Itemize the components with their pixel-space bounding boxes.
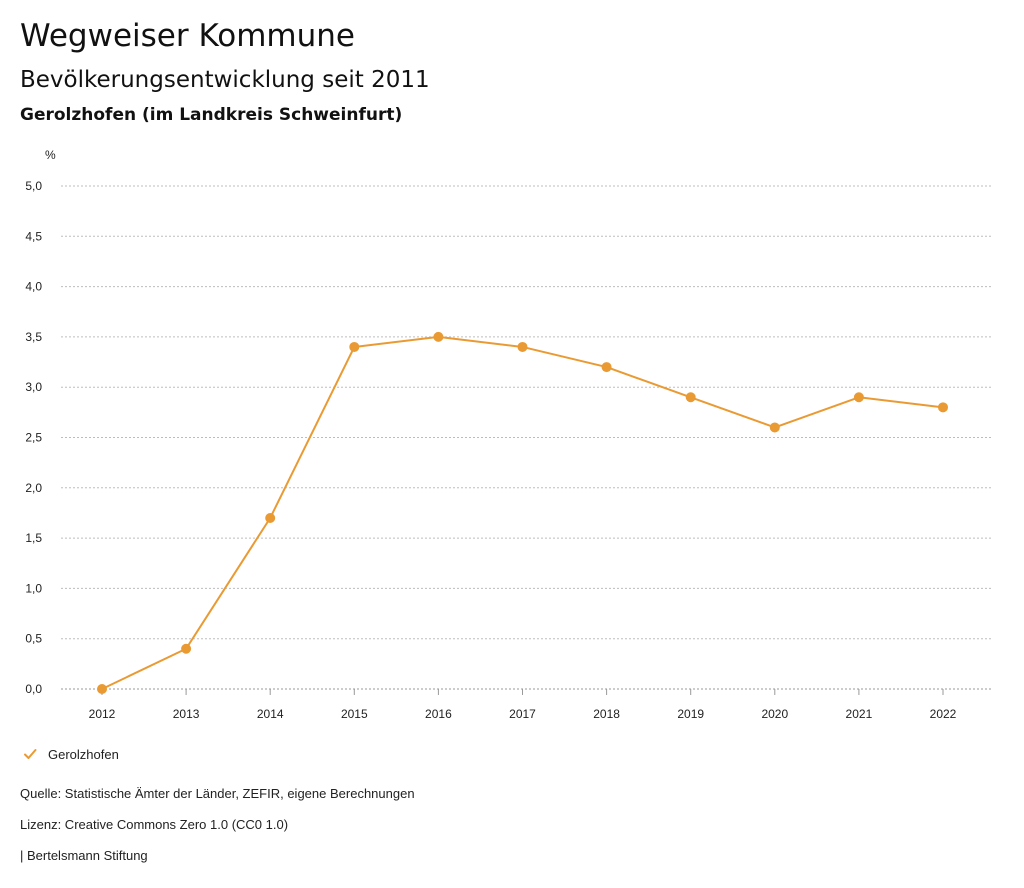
x-tick-label: 2021 — [846, 707, 873, 720]
x-tick-label: 2015 — [341, 707, 368, 720]
x-axis-ticks: 2012 2013 2014 2015 2016 2017 2018 2019 2020 2021… — [89, 689, 957, 720]
data-point[interactable] — [181, 643, 192, 654]
x-tick-label: 2022 — [930, 707, 957, 720]
x-tick-label: 2014 — [257, 707, 284, 720]
y-tick-label: 0,5 — [25, 632, 42, 646]
y-axis-labels: 0,0 0,5 1,0 1,5 2,0 2,5 3,0 3,5 4,0 4,5 5,0 — [25, 179, 42, 696]
y-tick-label: 2,0 — [25, 481, 42, 495]
y-tick-label: 1,5 — [25, 531, 42, 545]
y-tick-label: 5,0 — [25, 179, 42, 193]
y-tick-label: 1,0 — [25, 581, 42, 595]
x-tick-label: 2012 — [89, 707, 116, 720]
x-tick-label: 2016 — [425, 707, 452, 720]
source-text: Quelle: Statistische Ämter der Länder, Z… — [20, 786, 415, 801]
legend-item-gerolzhofen[interactable]: Gerolzhofen — [20, 744, 119, 764]
data-point[interactable] — [938, 402, 948, 413]
y-tick-label: 3,5 — [25, 330, 42, 344]
region-label: Gerolzhofen (im Landkreis Schweinfurt) — [20, 105, 403, 125]
check-icon — [20, 744, 40, 764]
chart-subtitle: Bevölkerungsentwicklung seit 2011 — [20, 67, 430, 93]
y-tick-label: 2,5 — [25, 431, 42, 445]
x-tick-label: 2018 — [593, 707, 620, 720]
data-point[interactable] — [853, 392, 864, 403]
y-tick-label: 3,0 — [25, 380, 42, 394]
data-point[interactable] — [97, 684, 107, 694]
data-point[interactable] — [601, 362, 612, 373]
legend-label: Gerolzhofen — [48, 746, 119, 762]
y-tick-label: 4,5 — [25, 229, 42, 243]
x-tick-label: 2019 — [677, 707, 704, 720]
y-axis-unit: % — [45, 148, 56, 162]
series-lines — [101, 335, 944, 690]
data-point[interactable] — [349, 341, 360, 352]
data-point[interactable] — [769, 422, 780, 433]
data-point[interactable] — [517, 341, 528, 352]
data-point[interactable] — [433, 331, 444, 342]
x-tick-label: 2020 — [761, 707, 788, 720]
license-text: Lizenz: Creative Commons Zero 1.0 (CC0 1… — [20, 817, 289, 832]
y-tick-label: 4,0 — [25, 280, 42, 294]
page-title: Wegweiser Kommune — [20, 18, 355, 54]
data-point[interactable] — [685, 392, 696, 403]
y-tick-label: 0,0 — [25, 682, 42, 696]
x-tick-label: 2013 — [173, 707, 200, 720]
line-chart: % 2012 2013 2014 2015 2016 2017 2018 2019 2020 20… — [25, 148, 991, 720]
x-tick-label: 2017 — [509, 707, 536, 720]
grid-lines — [61, 185, 991, 690]
publisher-text: | Bertelsmann Stiftung — [20, 848, 148, 863]
series-points — [97, 331, 948, 694]
series-line-gerolzhofen — [101, 335, 944, 690]
data-point[interactable] — [265, 512, 276, 523]
